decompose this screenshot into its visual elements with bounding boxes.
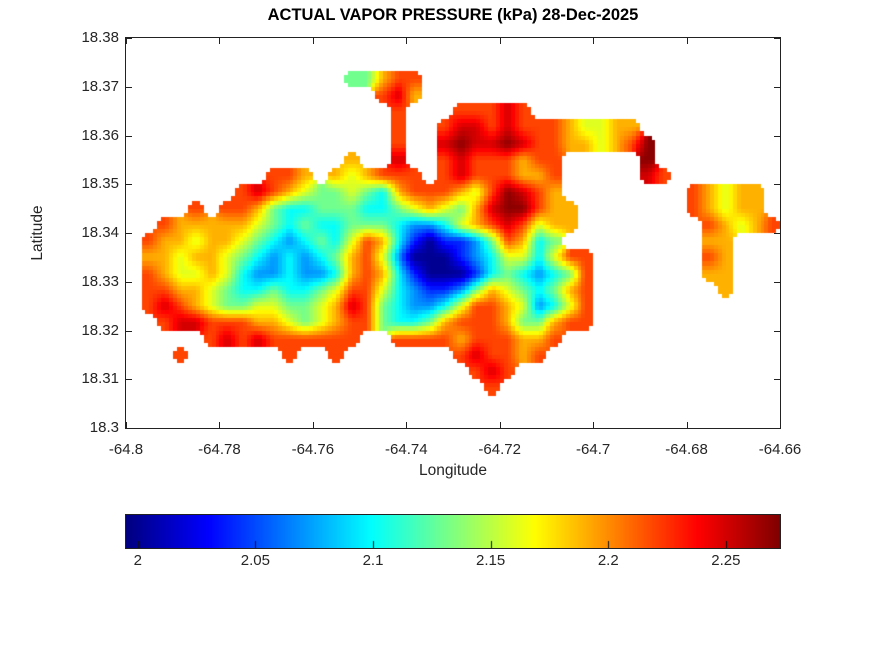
- x-tick-mark: [593, 38, 595, 44]
- x-tick-label: -64.78: [198, 441, 241, 458]
- x-tick-label: -64.7: [576, 441, 611, 458]
- y-tick-mark: [126, 379, 132, 381]
- colorbar-tick-label: 2.05: [240, 552, 270, 569]
- y-tick-mark: [774, 330, 780, 332]
- y-tick-mark: [774, 233, 780, 234]
- x-tick-mark: [499, 38, 501, 44]
- y-tick-mark: [126, 428, 132, 429]
- y-tick-mark: [126, 281, 132, 283]
- y-tick-mark: [774, 379, 780, 381]
- y-tick-mark: [126, 330, 132, 332]
- y-tick-mark: [774, 184, 780, 186]
- colorbar-tick-label: 2.15: [476, 552, 506, 569]
- x-axis-label: Longitude: [418, 462, 488, 479]
- colorbar-gradient: [126, 515, 780, 548]
- x-tick-mark: [780, 38, 781, 44]
- y-tick-label: 18.36: [81, 126, 119, 144]
- colorbar-tick-label: 2.2: [597, 552, 619, 569]
- x-tick-mark: [219, 38, 221, 44]
- colorbar-tick-label: 2: [133, 552, 142, 569]
- y-tick-mark: [774, 86, 780, 88]
- y-tick-mark: [126, 38, 132, 39]
- x-tick-label: -64.68: [665, 441, 708, 458]
- y-tick-label: 18.35: [81, 175, 119, 193]
- y-tick-mark: [126, 233, 132, 234]
- x-tick-mark: [406, 38, 408, 44]
- x-tick-mark: [499, 422, 501, 428]
- y-tick-mark: [774, 135, 780, 137]
- y-tick-label: 18.33: [81, 272, 119, 290]
- x-tick-mark: [686, 38, 688, 44]
- x-tick-label: -64.76: [291, 441, 335, 458]
- x-tick-label: -64.8: [108, 441, 144, 458]
- y-tick-mark: [774, 38, 780, 39]
- y-tick-mark: [126, 86, 132, 88]
- x-tick-mark: [686, 422, 688, 428]
- colorbar-tick-label: 2.25: [711, 552, 741, 569]
- x-tick-label: -64.74: [385, 441, 428, 458]
- y-tick-label: 18.31: [81, 370, 119, 388]
- y-tick-mark: [126, 184, 132, 186]
- x-tick-mark: [780, 422, 781, 428]
- y-tick-mark: [774, 281, 780, 283]
- x-tick-label: -64.66: [758, 441, 802, 458]
- chart-title: ACTUAL VAPOR PRESSURE (kPa) 28-Dec-2025: [267, 6, 639, 24]
- colorbar-tick-label: 2.1: [362, 552, 384, 569]
- y-tick-label: 18.38: [81, 29, 119, 46]
- x-tick-mark: [593, 422, 595, 428]
- y-tick-mark: [774, 428, 780, 429]
- x-tick-mark: [126, 422, 127, 428]
- x-tick-mark: [126, 38, 127, 44]
- x-tick-mark: [312, 422, 314, 428]
- y-tick-label: 18.34: [81, 224, 119, 241]
- vapor-pressure-heatmap: [126, 38, 780, 428]
- x-tick-label: -64.72: [478, 441, 521, 458]
- y-tick-mark: [126, 135, 132, 137]
- y-tick-label: 18.37: [81, 77, 119, 95]
- x-tick-mark: [406, 422, 408, 428]
- colorbar: [125, 514, 781, 549]
- plot-area: [125, 37, 781, 429]
- x-tick-mark: [312, 38, 314, 44]
- y-tick-label: 18.3: [89, 419, 119, 436]
- x-tick-mark: [219, 422, 221, 428]
- y-tick-label: 18.32: [81, 321, 119, 339]
